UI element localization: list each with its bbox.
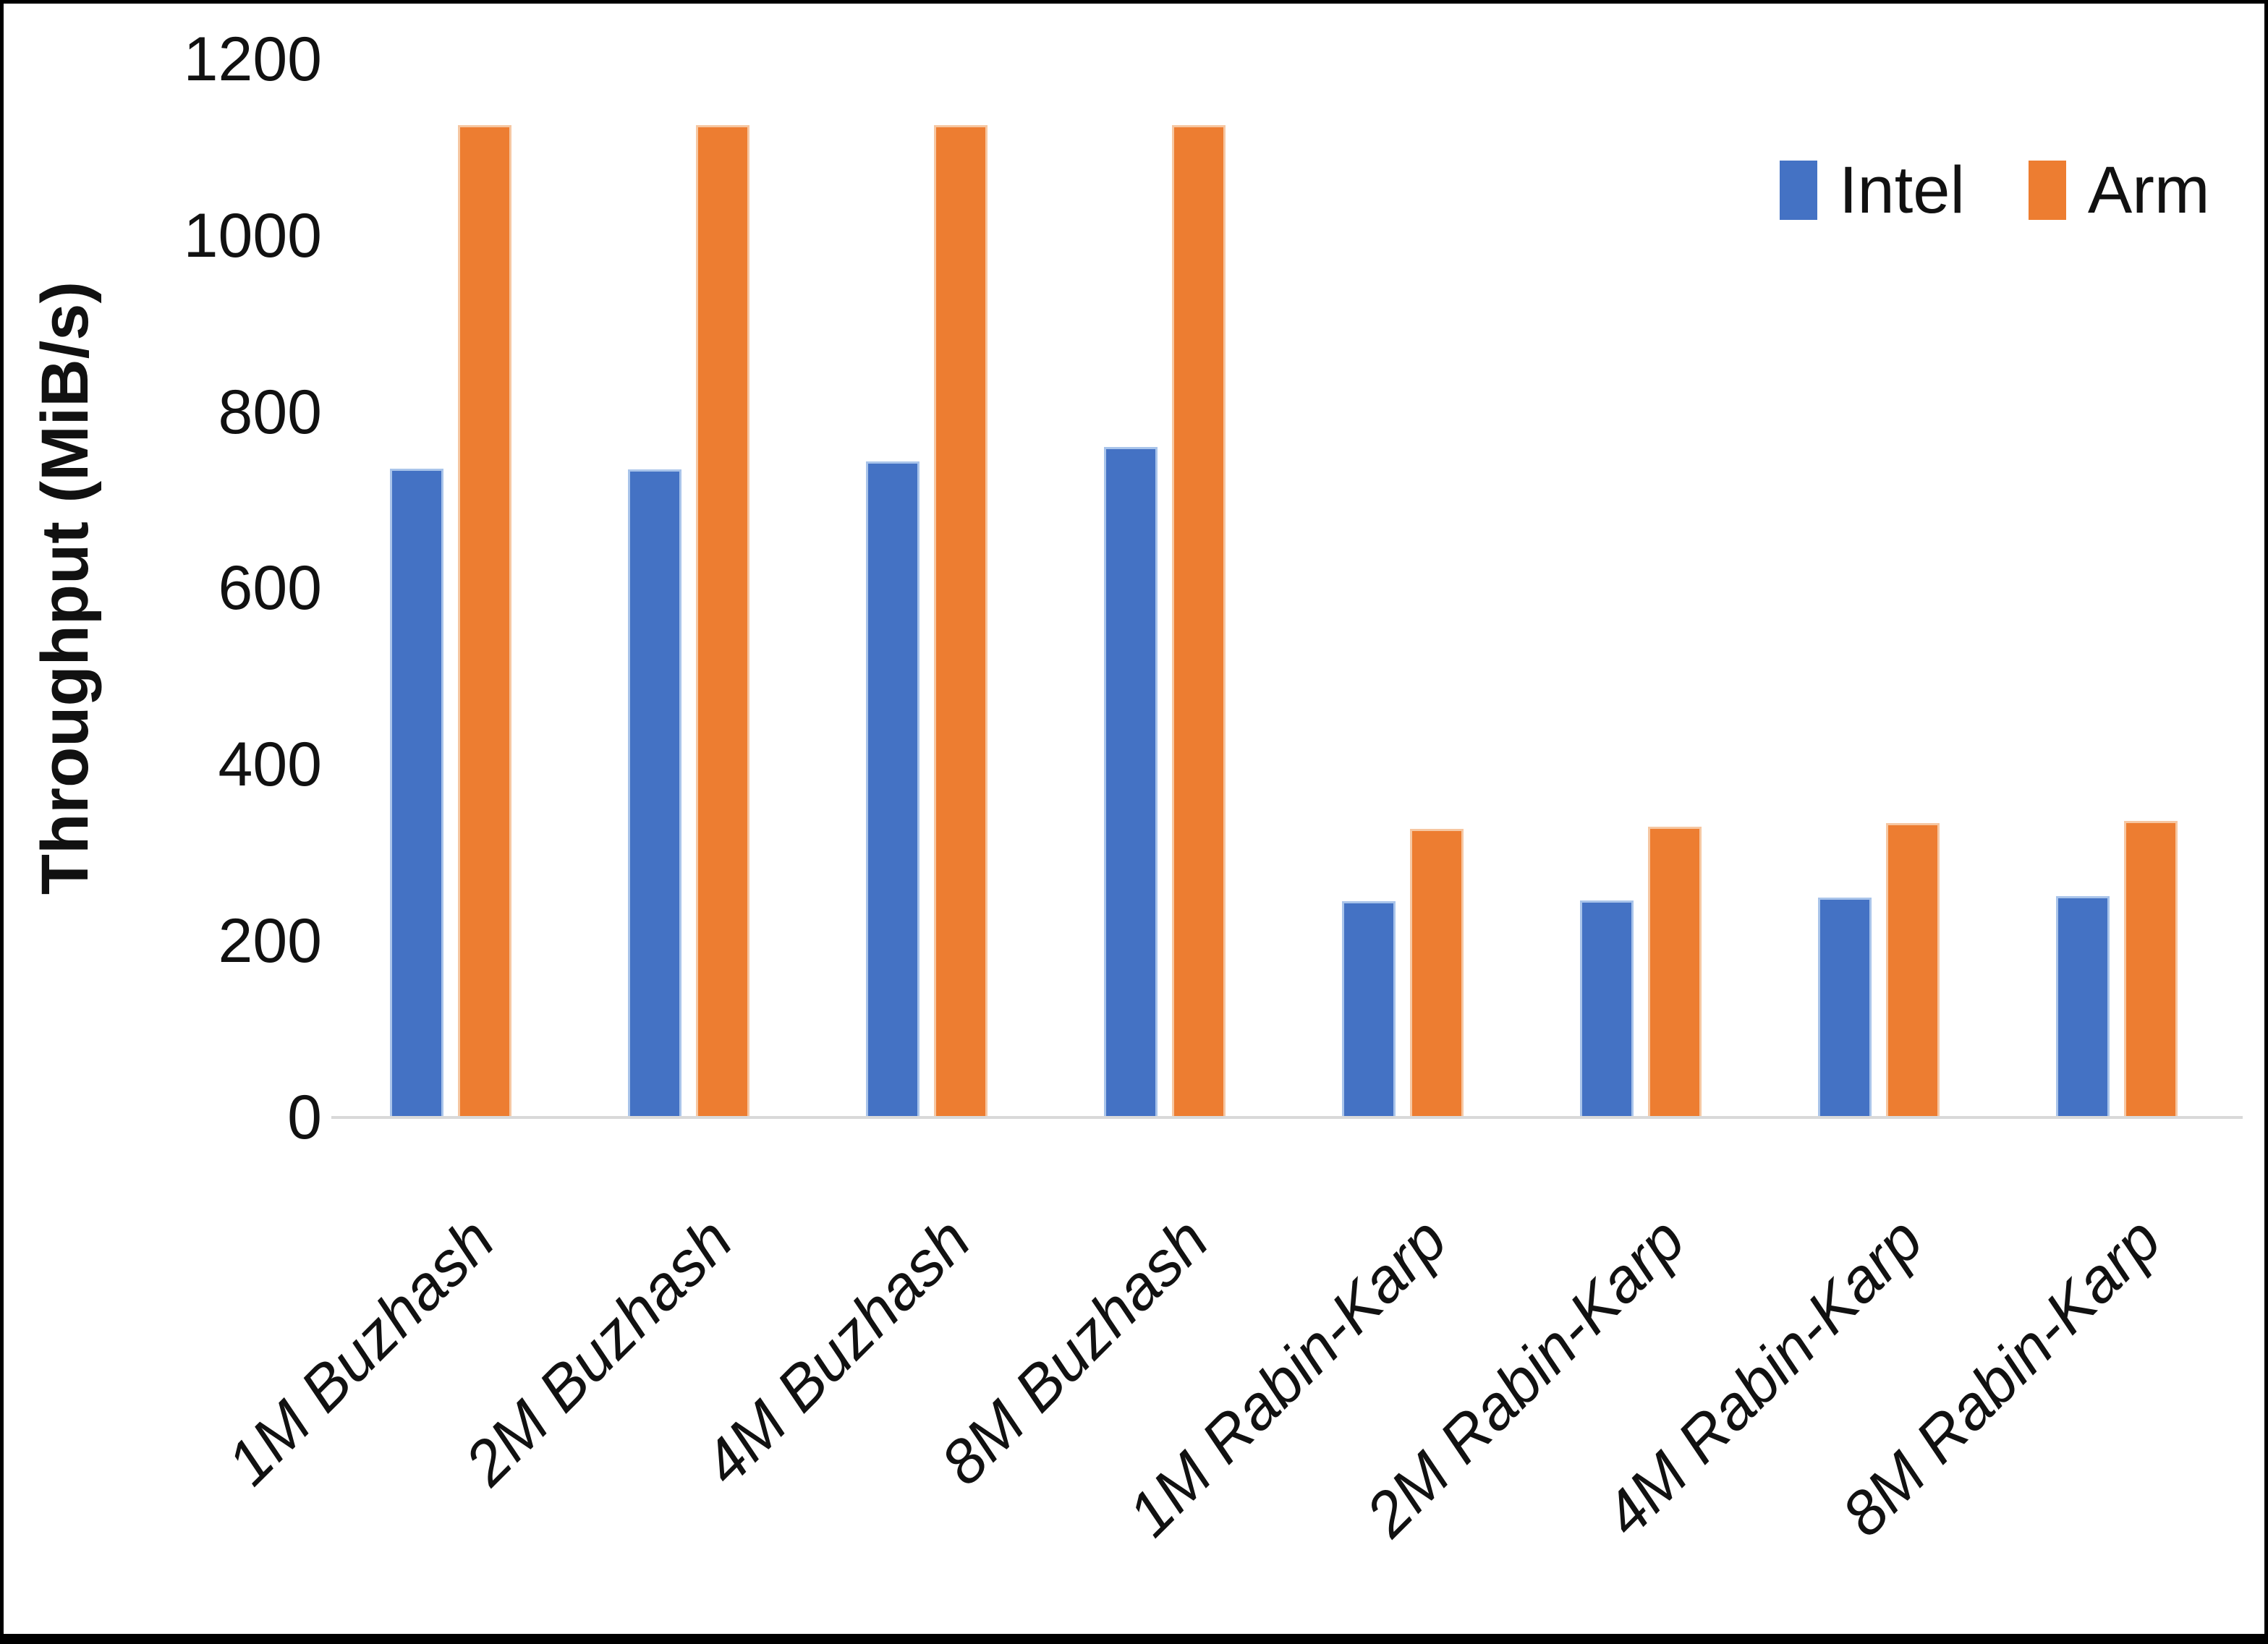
legend-item-intel: Intel xyxy=(1780,157,1965,223)
bar-arm-4m-buzhash xyxy=(934,125,988,1117)
bar-intel-2m-buzhash xyxy=(628,469,681,1117)
bar-group-8m-rabin-karp xyxy=(2056,59,2178,1117)
bar-arm-1m-buzhash xyxy=(458,125,511,1117)
bar-arm-2m-buzhash xyxy=(696,125,749,1117)
legend-label-arm: Arm xyxy=(2087,153,2210,227)
y-tick-0: 0 xyxy=(287,1083,322,1152)
legend-item-arm: Arm xyxy=(2028,153,2210,227)
x-axis-line xyxy=(331,1116,2243,1119)
bar-arm-1m-rabin-karp xyxy=(1410,829,1464,1117)
bar-group-4m-rabin-karp xyxy=(1818,59,1940,1117)
y-tick-1000: 1000 xyxy=(183,201,322,271)
bar-arm-8m-buzhash xyxy=(1172,125,1226,1117)
intel-swatch-icon xyxy=(1780,161,1817,220)
bar-intel-4m-rabin-karp xyxy=(1818,898,1872,1117)
legend-label-intel: Intel xyxy=(1839,153,1965,227)
bar-intel-2m-rabin-karp xyxy=(1580,900,1634,1117)
y-tick-200: 200 xyxy=(218,906,323,976)
bar-group-2m-rabin-karp xyxy=(1580,59,1702,1117)
bar-group-1m-buzhash xyxy=(390,59,511,1117)
bar-arm-2m-rabin-karp xyxy=(1648,826,1702,1117)
bar-group-1m-rabin-karp xyxy=(1342,59,1464,1117)
y-tick-600: 600 xyxy=(218,553,323,623)
arm-swatch-icon xyxy=(2028,161,2066,220)
bar-intel-4m-buzhash xyxy=(866,461,919,1117)
bar-intel-8m-rabin-karp xyxy=(2056,896,2110,1117)
bar-group-4m-buzhash xyxy=(866,59,988,1117)
bar-arm-8m-rabin-karp xyxy=(2124,821,2178,1117)
bar-intel-1m-buzhash xyxy=(390,468,443,1117)
bar-arm-4m-rabin-karp xyxy=(1886,822,1940,1117)
y-tick-1200: 1200 xyxy=(183,25,322,94)
bar-group-2m-buzhash xyxy=(628,59,749,1117)
bar-intel-1m-rabin-karp xyxy=(1342,901,1396,1117)
plot-area xyxy=(331,59,2243,1117)
legend: Intel Arm xyxy=(1780,157,2210,223)
bar-intel-8m-buzhash xyxy=(1104,447,1158,1117)
bar-group-8m-buzhash xyxy=(1104,59,1226,1117)
y-tick-400: 400 xyxy=(218,730,323,799)
y-tick-800: 800 xyxy=(218,378,323,447)
